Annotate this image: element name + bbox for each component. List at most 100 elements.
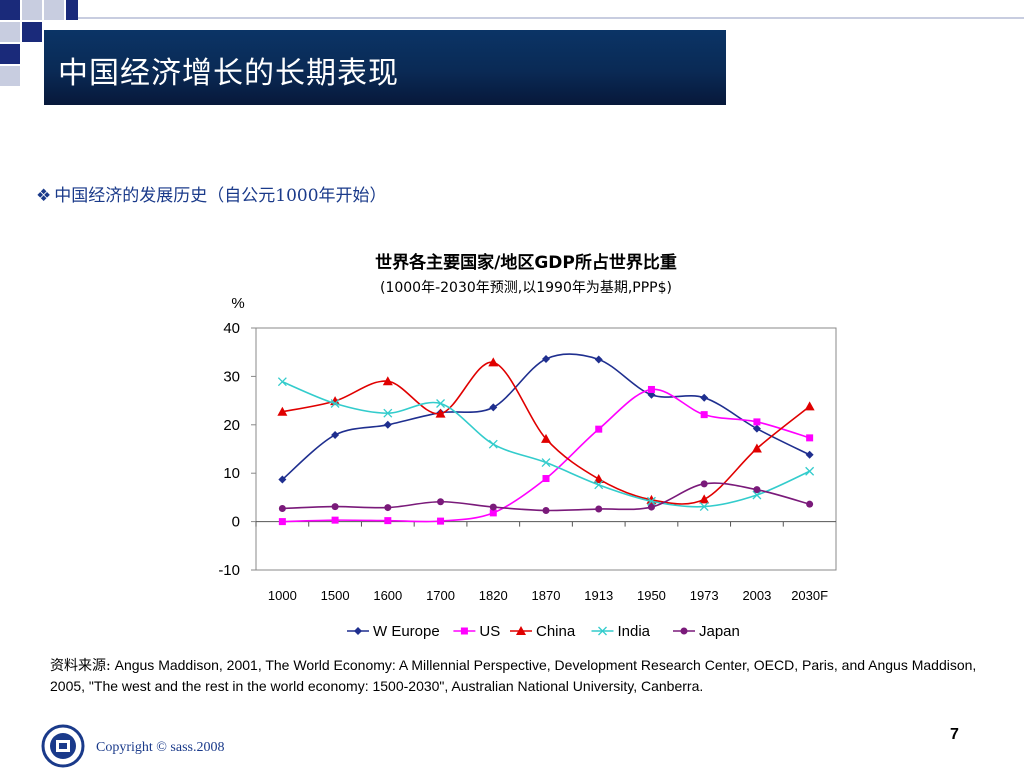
data-point — [542, 506, 550, 514]
decor-square — [0, 44, 20, 64]
legend-marker — [516, 626, 526, 635]
slide-title: 中国经济增长的长期表现 — [58, 56, 399, 91]
data-point — [699, 494, 710, 504]
data-point — [646, 496, 656, 506]
x-tick-label: 2003 — [742, 588, 771, 603]
data-point — [753, 418, 761, 426]
data-point — [805, 450, 814, 459]
data-point — [278, 505, 286, 513]
series-line — [282, 380, 810, 508]
data-point — [594, 480, 604, 490]
x-tick-label: 1870 — [532, 588, 561, 603]
legend-label: W Europe — [373, 623, 440, 640]
series-us — [278, 385, 814, 526]
y-tick-label: 20 — [223, 417, 240, 434]
y-tick-label: 40 — [223, 320, 240, 337]
series-line — [282, 361, 811, 505]
legend-marker — [460, 627, 468, 635]
decor-square — [44, 0, 64, 20]
data-point — [384, 504, 392, 512]
series-india — [277, 377, 815, 512]
data-point — [488, 357, 499, 367]
legend-marker — [598, 626, 607, 636]
chart-title: 世界各主要国家/地区GDP所占世界比重 — [375, 253, 677, 273]
data-point — [541, 458, 551, 468]
series-line — [281, 353, 810, 481]
x-tick-label: 1950 — [637, 588, 666, 603]
data-point — [595, 425, 603, 433]
data-point — [489, 403, 498, 412]
series-line — [282, 482, 810, 512]
data-point — [437, 498, 445, 506]
legend-label: Japan — [699, 623, 740, 640]
data-point — [436, 399, 446, 408]
data-point — [382, 376, 393, 386]
data-point — [331, 516, 339, 524]
source-note: 资料来源: Angus Maddison, 2001, The World Ec… — [50, 655, 990, 696]
y-axis-label: % — [231, 295, 244, 312]
gdp-share-chart: 40 30 20 10 0 -10 1000 1500 1600 1700 1820 1870 191… — [218, 295, 837, 640]
title-bar: 中国经济增长的长期表现 — [44, 30, 726, 105]
data-point — [277, 406, 288, 416]
legend-label: India — [618, 623, 651, 640]
legend-marker — [680, 627, 688, 635]
y-tick-label: -10 — [218, 562, 240, 579]
data-point — [331, 503, 339, 511]
x-tick-label: 1820 — [479, 588, 508, 603]
data-point — [489, 503, 497, 511]
data-point — [383, 408, 393, 418]
data-point — [751, 443, 762, 453]
data-point — [330, 399, 340, 408]
data-point — [383, 420, 392, 429]
x-tick-label: 1913 — [584, 588, 613, 603]
legend-label: China — [536, 623, 576, 640]
data-point — [699, 502, 709, 512]
legend-item: Japan — [673, 623, 740, 640]
x-tick-label: 1973 — [690, 588, 719, 603]
data-point — [593, 474, 604, 484]
legend-item: China — [510, 623, 576, 640]
decor-square — [66, 0, 78, 20]
bullet-text: 中国经济的发展历史（自公元1000年开始） — [54, 186, 387, 206]
x-tick-label: 2030F — [791, 588, 828, 603]
decor-square — [22, 0, 42, 20]
page-number: 7 — [950, 726, 959, 743]
data-point — [384, 517, 392, 525]
series-japan — [278, 480, 814, 514]
y-tick-label: 10 — [223, 465, 240, 482]
data-point — [805, 466, 815, 476]
data-point — [488, 439, 498, 449]
data-point — [647, 503, 655, 511]
data-point — [700, 411, 708, 419]
data-point — [804, 401, 815, 411]
data-point — [331, 430, 340, 439]
series-china — [277, 357, 815, 505]
data-point — [542, 475, 550, 483]
chart-subtitle: (1000年-2030年预测,以1990年为基期,PPP$) — [380, 280, 672, 296]
decor-square — [0, 0, 20, 20]
x-tick-label: 1600 — [373, 588, 402, 603]
data-point — [647, 385, 655, 393]
x-tick-label: 1500 — [321, 588, 350, 603]
copyright-text: Copyright © sass.2008 — [96, 740, 225, 755]
data-point — [278, 518, 286, 526]
data-point — [594, 355, 603, 364]
data-point — [278, 475, 287, 484]
data-point — [489, 509, 497, 517]
source-text: Angus Maddison, 2001, The World Economy:… — [50, 657, 977, 694]
x-tick-label: 1000 — [268, 588, 297, 603]
decor-square — [22, 22, 42, 42]
legend-item: US — [453, 623, 500, 640]
data-point — [700, 480, 708, 488]
data-point — [752, 490, 762, 500]
y-tick-label: 30 — [223, 368, 240, 385]
decor-line — [78, 17, 1024, 19]
data-point — [542, 354, 550, 363]
data-point — [806, 434, 814, 442]
decor-square — [0, 22, 20, 42]
data-point — [753, 486, 761, 494]
legend-marker — [354, 627, 362, 635]
plot-area — [255, 327, 837, 571]
data-point — [437, 517, 445, 525]
data-point — [277, 377, 287, 387]
